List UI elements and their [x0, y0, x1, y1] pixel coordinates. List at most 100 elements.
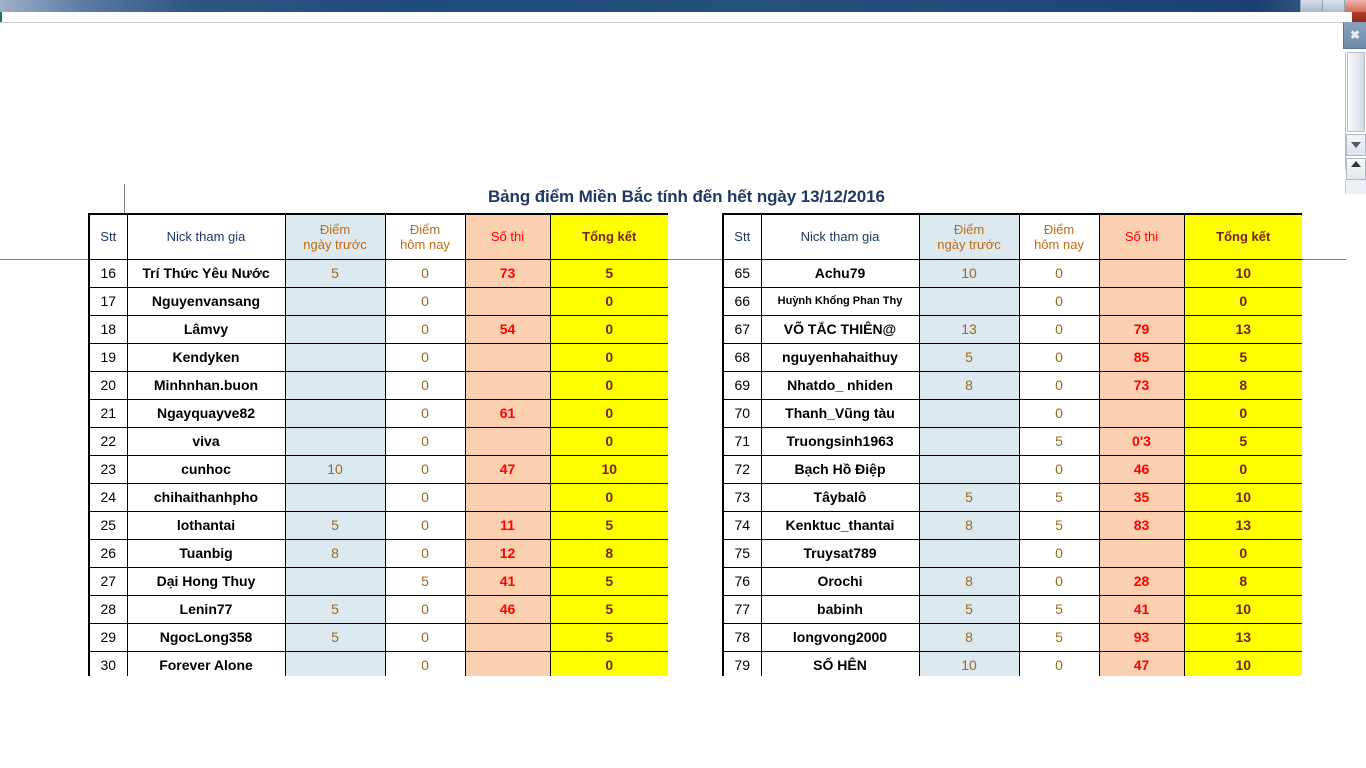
minimize-button[interactable] — [1300, 0, 1322, 12]
cell-stt[interactable]: 30 — [88, 650, 128, 676]
cell-diem-ngay-truoc[interactable]: 8 — [284, 538, 386, 568]
cell-stt[interactable]: 70 — [722, 398, 762, 428]
cell-stt[interactable]: 72 — [722, 454, 762, 484]
cell-tong-ket[interactable]: 5 — [549, 510, 668, 540]
cell-nick[interactable]: Kenktuc_thantai — [760, 510, 920, 540]
cell-diem-hom-nay[interactable]: 0 — [1018, 538, 1100, 568]
cell-so-thi[interactable] — [464, 286, 551, 316]
table-row[interactable]: 66 Huỳnh Khổng Phan Thy 0 0 — [722, 286, 1302, 316]
cell-stt[interactable]: 76 — [722, 566, 762, 596]
cell-diem-ngay-truoc[interactable]: 5 — [284, 594, 386, 624]
cell-nick[interactable]: Trí Thức Yêu Nước — [126, 258, 286, 288]
cell-diem-hom-nay[interactable]: 0 — [1018, 650, 1100, 676]
table-row[interactable]: 25 lothantai 5 0 11 5 — [88, 510, 668, 540]
cell-diem-ngay-truoc[interactable] — [284, 370, 386, 400]
close-icon[interactable]: ✖ — [1343, 22, 1366, 49]
cell-nick[interactable]: Tuanbig — [126, 538, 286, 568]
table-row[interactable]: 23 cunhoc 10 0 47 10 — [88, 454, 668, 484]
table-row[interactable]: 26 Tuanbig 8 0 12 8 — [88, 538, 668, 568]
cell-diem-hom-nay[interactable]: 0 — [384, 314, 466, 344]
cell-diem-hom-nay[interactable]: 0 — [384, 258, 466, 288]
cell-diem-hom-nay[interactable]: 0 — [1018, 454, 1100, 484]
cell-so-thi[interactable] — [1098, 398, 1185, 428]
cell-diem-hom-nay[interactable]: 5 — [1018, 594, 1100, 624]
cell-nick[interactable]: SỐ HÊN — [760, 650, 920, 676]
cell-stt[interactable]: 18 — [88, 314, 128, 344]
cell-nick[interactable]: viva — [126, 426, 286, 456]
cell-nick[interactable]: Huỳnh Khổng Phan Thy — [760, 286, 920, 316]
cell-diem-ngay-truoc[interactable]: 5 — [284, 258, 386, 288]
cell-stt[interactable]: 74 — [722, 510, 762, 540]
cell-tong-ket[interactable]: 10 — [1183, 258, 1302, 288]
cell-so-thi[interactable]: 61 — [464, 398, 551, 428]
cell-so-thi[interactable]: 47 — [464, 454, 551, 484]
cell-tong-ket[interactable]: 5 — [1183, 426, 1302, 456]
cell-diem-hom-nay[interactable]: 0 — [384, 426, 466, 456]
cell-so-thi[interactable] — [1098, 258, 1185, 288]
table-row[interactable]: 30 Forever Alone 0 0 — [88, 650, 668, 676]
cell-diem-hom-nay[interactable]: 5 — [1018, 482, 1100, 512]
cell-tong-ket[interactable]: 13 — [1183, 510, 1302, 540]
cell-tong-ket[interactable]: 0 — [549, 426, 668, 456]
cell-tong-ket[interactable]: 0 — [549, 650, 668, 676]
cell-tong-ket[interactable]: 5 — [549, 258, 668, 288]
cell-so-thi[interactable] — [464, 622, 551, 652]
cell-diem-ngay-truoc[interactable] — [918, 286, 1020, 316]
cell-diem-hom-nay[interactable]: 0 — [384, 342, 466, 372]
cell-tong-ket[interactable]: 10 — [549, 454, 668, 484]
cell-diem-ngay-truoc[interactable] — [918, 426, 1020, 456]
table-row[interactable]: 72 Bạch Hồ Điệp 0 46 0 — [722, 454, 1302, 484]
cell-diem-hom-nay[interactable]: 0 — [1018, 342, 1100, 372]
cell-diem-ngay-truoc[interactable]: 5 — [918, 482, 1020, 512]
cell-stt[interactable]: 79 — [722, 650, 762, 676]
cell-stt[interactable]: 77 — [722, 594, 762, 624]
cell-nick[interactable]: Minhnhan.buon — [126, 370, 286, 400]
cell-tong-ket[interactable]: 0 — [549, 286, 668, 316]
cell-so-thi[interactable] — [464, 650, 551, 676]
cell-diem-ngay-truoc[interactable] — [284, 566, 386, 596]
cell-diem-hom-nay[interactable]: 0 — [384, 482, 466, 512]
cell-diem-hom-nay[interactable]: 5 — [1018, 426, 1100, 456]
cell-so-thi[interactable]: 11 — [464, 510, 551, 540]
cell-diem-ngay-truoc[interactable] — [918, 398, 1020, 428]
cell-so-thi[interactable] — [1098, 286, 1185, 316]
cell-diem-ngay-truoc[interactable]: 5 — [918, 594, 1020, 624]
cell-so-thi[interactable]: 41 — [1098, 594, 1185, 624]
cell-diem-hom-nay[interactable]: 0 — [1018, 286, 1100, 316]
cell-diem-ngay-truoc[interactable]: 5 — [284, 622, 386, 652]
cell-tong-ket[interactable]: 10 — [1183, 482, 1302, 512]
table-row[interactable]: 70 Thanh_Vũng tàu 0 0 — [722, 398, 1302, 428]
cell-so-thi[interactable]: 12 — [464, 538, 551, 568]
cell-tong-ket[interactable]: 0 — [549, 314, 668, 344]
cell-so-thi[interactable]: 47 — [1098, 650, 1185, 676]
table-row[interactable]: 19 Kendyken 0 0 — [88, 342, 668, 372]
cell-stt[interactable]: 20 — [88, 370, 128, 400]
cell-nick[interactable]: Truongsinh1963 — [760, 426, 920, 456]
cell-tong-ket[interactable]: 0 — [549, 482, 668, 512]
cell-diem-ngay-truoc[interactable]: 8 — [918, 566, 1020, 596]
cell-diem-hom-nay[interactable]: 0 — [384, 398, 466, 428]
cell-stt[interactable]: 75 — [722, 538, 762, 568]
cell-nick[interactable]: Lâmvy — [126, 314, 286, 344]
cell-diem-hom-nay[interactable]: 0 — [1018, 314, 1100, 344]
cell-nick[interactable]: Dại Hong Thuy — [126, 566, 286, 596]
cell-diem-hom-nay[interactable]: 0 — [384, 370, 466, 400]
scrollbar-thumb[interactable] — [1347, 52, 1365, 132]
cell-stt[interactable]: 22 — [88, 426, 128, 456]
cell-so-thi[interactable]: 28 — [1098, 566, 1185, 596]
scrollbar-track-tail[interactable] — [1345, 180, 1366, 194]
cell-so-thi[interactable]: 46 — [1098, 454, 1185, 484]
table-row[interactable]: 71 Truongsinh1963 5 0'3 5 — [722, 426, 1302, 456]
cell-stt[interactable]: 66 — [722, 286, 762, 316]
table-row[interactable]: 22 viva 0 0 — [88, 426, 668, 456]
cell-nick[interactable]: lothantai — [126, 510, 286, 540]
cell-nick[interactable]: Orochi — [760, 566, 920, 596]
cell-diem-ngay-truoc[interactable]: 8 — [918, 370, 1020, 400]
table-row[interactable]: 65 Achu79 10 0 10 — [722, 258, 1302, 288]
cell-so-thi[interactable]: 93 — [1098, 622, 1185, 652]
cell-diem-ngay-truoc[interactable]: 8 — [918, 510, 1020, 540]
cell-stt[interactable]: 73 — [722, 482, 762, 512]
close-button[interactable] — [1344, 0, 1366, 12]
cell-nick[interactable]: babinh — [760, 594, 920, 624]
cell-so-thi[interactable]: 79 — [1098, 314, 1185, 344]
